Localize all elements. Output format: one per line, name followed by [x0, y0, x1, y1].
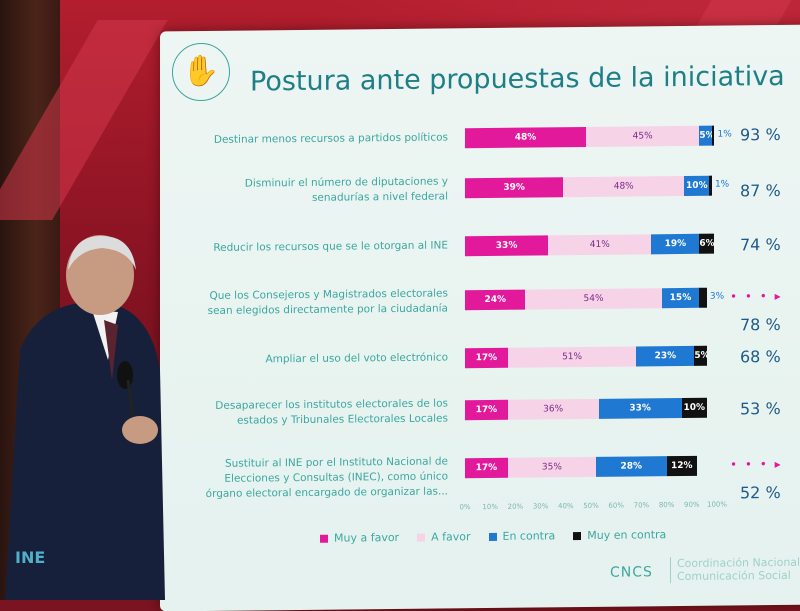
bar-segment-muy-a-favor: 17% [465, 399, 508, 421]
bar-small-value: 3% [709, 291, 725, 302]
bar-segment-muy-a-favor: 24% [465, 289, 526, 311]
bar-segment-a-favor: 36% [507, 398, 599, 420]
axis-tick-label: 0% [459, 503, 471, 512]
bar-segment-en-contra: 19% [651, 233, 700, 255]
bar-segment-en-contra: 15% [661, 287, 700, 309]
legend-label: A favor [431, 530, 471, 544]
favorable-total: 78 % [740, 314, 781, 335]
stacked-bar: 48% 45% 5% [465, 125, 717, 149]
speaker-person [5, 235, 165, 600]
bar-segment-muy-en-contra [699, 287, 707, 308]
favorable-total: 53 % [740, 398, 781, 419]
axis-tick-label: 40% [558, 502, 574, 511]
bar-segment-muy-en-contra [709, 175, 712, 196]
legend-label: Muy en contra [587, 528, 667, 542]
bar-segment-a-favor: 54% [525, 288, 662, 310]
bar-segment-en-contra: 33% [598, 397, 682, 419]
legend-swatch [573, 532, 582, 541]
favorable-total: 68 % [740, 346, 781, 367]
axis-tick-label: 80% [658, 501, 675, 510]
favorable-total: 52 % [740, 482, 781, 503]
bar-small-value: 1% [717, 129, 732, 140]
legend-item: A favor [417, 530, 471, 544]
question-label: Que los Consejeros y Magistrados elector… [207, 287, 448, 317]
bar-segment-muy-en-contra: 5% [694, 345, 707, 366]
bar-small-value: 1% [714, 179, 730, 190]
stacked-bar: 39% 48% 10% [465, 175, 717, 199]
axis-tick-label: 10% [482, 502, 498, 512]
question-label: Sustituir al INE por el Instituto Nacion… [205, 455, 448, 500]
question-label: Disminuir el número de diputaciones y se… [244, 175, 448, 204]
bar-segment-en-contra: 5% [699, 125, 712, 146]
question-label: Ampliar el uso del voto electrónico [265, 351, 448, 366]
favorable-total: 87 % [740, 180, 781, 201]
dotted-arrow-icon: • • • ▸ [730, 288, 783, 304]
slide-title: Postura ante propuestas de la iniciativa [250, 60, 785, 98]
bar-segment-a-favor: 51% [507, 346, 637, 368]
hand-vote-icon: ✋ [172, 42, 230, 102]
bar-segment-a-favor: 48% [563, 175, 685, 198]
favorable-total: 93 % [740, 124, 781, 145]
axis-tick-label: 60% [608, 501, 624, 510]
bar-segment-muy-a-favor: 33% [465, 235, 549, 257]
bar-segment-muy-a-favor: 17% [465, 457, 508, 479]
bar-segment-muy-a-favor: 17% [465, 347, 508, 369]
bar-segment-muy-a-favor: 48% [465, 126, 586, 149]
legend-label: Muy a favor [334, 530, 400, 545]
question-label: Desaparecer los institutos electorales d… [215, 397, 448, 427]
bar-segment-a-favor: 35% [507, 456, 597, 478]
axis-tick-label: 100% [706, 500, 728, 509]
bar-segment-muy-en-contra: 6% [699, 233, 715, 254]
legend-swatch [417, 533, 426, 542]
bar-segment-muy-en-contra [711, 125, 715, 146]
stacked-bar: 33% 41% 19% 6% [465, 233, 717, 257]
bar-segment-en-contra: 28% [596, 456, 667, 477]
stacked-bar: 17% 51% 23% 5% [465, 345, 717, 369]
bar-segment-muy-en-contra: 10% [681, 397, 707, 418]
bar-segment-a-favor: 45% [585, 125, 700, 147]
stacked-bar: 17% 36% 33% 10% [465, 397, 717, 421]
legend-item: Muy a favor [320, 531, 399, 545]
dotted-arrow-icon: • • • ▸ [730, 456, 783, 472]
stacked-bar: 17% 35% 28% 12% [465, 455, 717, 479]
presentation-screen: ✋ Postura ante propuestas de la iniciati… [160, 24, 800, 611]
axis-tick-label: 90% [684, 500, 700, 509]
legend-swatch [320, 534, 328, 543]
legend-swatch [488, 532, 497, 542]
axis-tick-label: 50% [583, 501, 599, 511]
axis-tick-label: 30% [532, 502, 549, 511]
favorable-total: 74 % [740, 234, 781, 255]
legend-label: En contra [502, 529, 556, 543]
question-label: Reducir los recursos que se le otorgan a… [213, 239, 448, 254]
bar-segment-en-contra: 23% [636, 345, 695, 367]
cncs-subtitle: Coordinación Nacional de Comunicación So… [670, 555, 800, 584]
axis-tick-label: 20% [507, 502, 524, 511]
bar-segment-a-favor: 41% [548, 234, 652, 256]
bar-segment-en-contra: 10% [684, 175, 710, 196]
bar-segment-muy-a-favor: 39% [465, 177, 564, 199]
question-label: Destinar menos recursos a partidos polít… [213, 131, 448, 146]
cncs-logo: CNCS [610, 564, 653, 581]
axis-tick-label: 70% [633, 501, 650, 510]
legend-item: Muy en contra [573, 528, 666, 542]
legend-item: En contra [488, 529, 556, 543]
ine-logo: INE [15, 548, 46, 567]
bar-segment-muy-en-contra: 12% [666, 455, 697, 477]
stacked-bar: 24% 54% 15% [465, 287, 717, 311]
